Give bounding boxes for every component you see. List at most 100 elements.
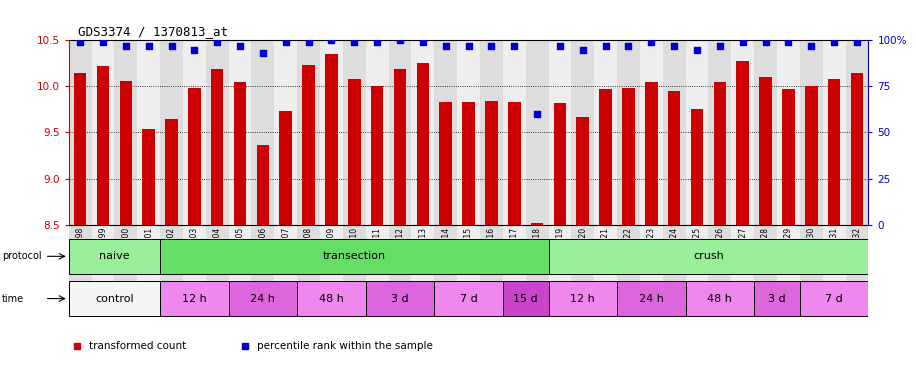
Point <box>850 39 865 45</box>
Bar <box>526 40 549 225</box>
Bar <box>343 225 365 292</box>
Point <box>667 43 682 49</box>
Point <box>439 43 453 49</box>
Bar <box>685 40 708 225</box>
Bar <box>97 66 109 225</box>
Bar <box>645 82 658 225</box>
Text: time: time <box>2 293 24 304</box>
Bar <box>457 40 480 225</box>
Text: GSM250998: GSM250998 <box>76 227 84 273</box>
Text: GSM251016: GSM251016 <box>487 227 496 273</box>
Bar <box>526 225 549 292</box>
Bar <box>417 63 429 225</box>
Point <box>781 39 796 45</box>
Bar <box>617 225 640 292</box>
Bar <box>234 82 246 225</box>
Bar <box>457 225 480 292</box>
Bar <box>685 225 708 292</box>
Bar <box>640 225 663 292</box>
Bar <box>463 102 474 225</box>
Bar <box>229 40 252 225</box>
Text: 15 d: 15 d <box>513 293 538 304</box>
Text: GSM251014: GSM251014 <box>442 227 450 273</box>
Bar <box>572 225 594 292</box>
Text: GDS3374 / 1370813_at: GDS3374 / 1370813_at <box>78 25 228 38</box>
Text: GSM251018: GSM251018 <box>532 227 541 273</box>
Text: percentile rank within the sample: percentile rank within the sample <box>256 341 432 351</box>
Bar <box>137 225 160 292</box>
Text: GSM251026: GSM251026 <box>715 227 725 273</box>
Text: 24 h: 24 h <box>638 293 664 304</box>
Bar <box>800 225 823 292</box>
Bar <box>685 281 754 316</box>
Point <box>552 43 567 49</box>
Bar <box>211 69 224 225</box>
Bar <box>851 73 863 225</box>
Text: GSM251004: GSM251004 <box>213 227 222 273</box>
Bar <box>297 281 365 316</box>
Text: GSM251017: GSM251017 <box>509 227 518 273</box>
Point <box>347 39 362 45</box>
Bar <box>388 40 411 225</box>
Bar <box>365 40 388 225</box>
Point <box>690 46 704 53</box>
Bar <box>549 239 868 274</box>
Bar <box>800 281 868 316</box>
Bar <box>183 225 206 292</box>
Point <box>507 43 521 49</box>
Point <box>529 111 544 117</box>
Text: 48 h: 48 h <box>707 293 732 304</box>
Bar <box>576 117 589 225</box>
Bar <box>279 111 292 225</box>
Bar <box>480 225 503 292</box>
Bar <box>754 281 800 316</box>
Text: GSM251003: GSM251003 <box>190 227 199 273</box>
Point <box>187 46 202 53</box>
Bar <box>74 73 86 225</box>
Bar <box>69 225 92 292</box>
Bar <box>503 281 549 316</box>
Bar <box>365 281 434 316</box>
Bar <box>92 40 114 225</box>
Bar <box>622 88 635 225</box>
Text: GSM251013: GSM251013 <box>419 227 428 273</box>
Bar <box>411 40 434 225</box>
Text: 12 h: 12 h <box>571 293 595 304</box>
Text: GSM251028: GSM251028 <box>761 227 770 273</box>
Text: GSM251030: GSM251030 <box>807 227 816 273</box>
Text: GSM251006: GSM251006 <box>258 227 267 273</box>
Bar <box>274 225 297 292</box>
Point <box>644 39 659 45</box>
Bar <box>160 225 183 292</box>
Bar <box>388 225 411 292</box>
Bar <box>320 225 343 292</box>
Bar <box>759 77 772 225</box>
Text: transection: transection <box>322 251 386 262</box>
Bar <box>549 40 572 225</box>
Bar <box>572 40 594 225</box>
Bar <box>782 89 795 225</box>
Bar <box>508 102 520 225</box>
Bar <box>485 101 497 225</box>
Bar <box>549 225 572 292</box>
Bar <box>348 79 361 225</box>
Bar <box>845 225 868 292</box>
Text: 48 h: 48 h <box>319 293 344 304</box>
Text: GSM251008: GSM251008 <box>304 227 313 273</box>
Bar <box>325 54 338 225</box>
Bar <box>530 223 543 225</box>
Text: 24 h: 24 h <box>250 293 276 304</box>
Bar <box>823 225 845 292</box>
Point <box>713 43 727 49</box>
Bar <box>160 40 183 225</box>
Bar <box>365 225 388 292</box>
Bar <box>480 40 503 225</box>
Point <box>393 37 408 43</box>
Bar <box>69 281 160 316</box>
Text: GSM251020: GSM251020 <box>578 227 587 273</box>
Point <box>256 50 270 56</box>
Bar <box>297 225 320 292</box>
Bar <box>69 40 92 225</box>
Bar <box>114 40 137 225</box>
Text: GSM251000: GSM251000 <box>121 227 130 273</box>
